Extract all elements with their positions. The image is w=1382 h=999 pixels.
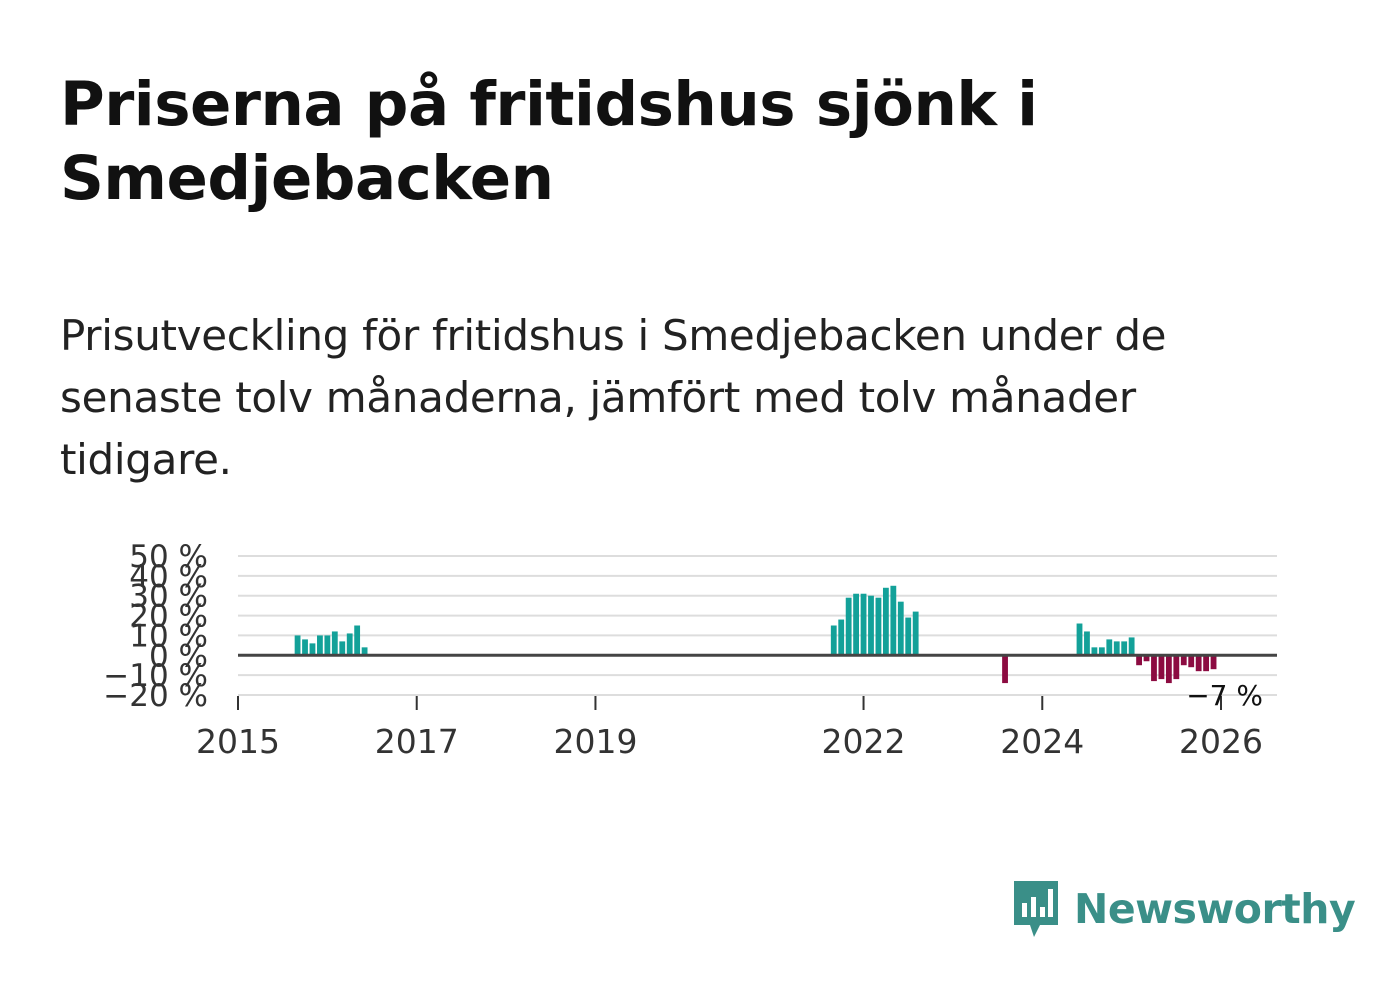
- bar: [1165, 655, 1172, 684]
- bar: [1151, 655, 1157, 682]
- bar: [1195, 655, 1202, 672]
- y-tick-label: 10 %: [129, 618, 208, 654]
- x-tick-label: 2015: [196, 722, 280, 761]
- y-tick-label: −20 %: [103, 678, 208, 714]
- x-tick-label: 2026: [1179, 722, 1263, 761]
- bar: [339, 641, 346, 656]
- bar: [361, 647, 368, 656]
- bar: [354, 625, 361, 656]
- bar: [1098, 647, 1105, 656]
- y-tick-label: 0 %: [149, 638, 208, 674]
- bar: [331, 631, 338, 656]
- y-tick-label: 20 %: [129, 599, 208, 635]
- grid-lines: [238, 555, 1277, 696]
- bar: [897, 601, 904, 656]
- bar: [830, 625, 837, 656]
- bar: [845, 597, 852, 656]
- brand-logo: Newsworthy: [1010, 876, 1356, 942]
- bar: [1002, 655, 1008, 684]
- chart-title: Priserna på fritidshus sjönk i Smedjebac…: [60, 69, 1038, 214]
- y-tick-label: −10 %: [103, 658, 208, 694]
- bar: [1203, 655, 1210, 672]
- bar: [875, 597, 882, 656]
- bar: [346, 633, 353, 656]
- bar: [868, 595, 874, 656]
- x-tick-label: 2024: [1000, 722, 1084, 761]
- bar: [324, 635, 331, 656]
- bar: [1076, 623, 1083, 656]
- annotations: −7 %: [1186, 679, 1263, 712]
- y-tick-label: 30 %: [129, 579, 208, 615]
- y-axis-ticks: 50 %40 %30 %20 %10 %0 %−10 %−20 %: [103, 539, 208, 714]
- bars: [238, 585, 1277, 684]
- last-value-label: −7 %: [1186, 679, 1263, 712]
- bar: [1210, 655, 1217, 670]
- bar: [1091, 647, 1098, 656]
- bar: [1143, 655, 1150, 662]
- bar: [838, 619, 845, 656]
- bar: [1180, 655, 1187, 666]
- y-tick-label: 50 %: [129, 539, 208, 575]
- bar: [1136, 655, 1142, 666]
- bar: [1106, 639, 1113, 656]
- bar: [294, 635, 301, 656]
- bar: [302, 639, 308, 656]
- bar: [1084, 631, 1090, 656]
- bar: [905, 617, 912, 656]
- bar: [1121, 641, 1128, 656]
- chart-subtitle: Prisutveckling för fritidshus i Smedjeba…: [60, 311, 1167, 484]
- bar: [860, 593, 867, 656]
- bar: [853, 593, 860, 656]
- x-tick-label: 2017: [375, 722, 459, 761]
- bar: [912, 611, 919, 656]
- x-tick-label: 2019: [553, 722, 637, 761]
- bar: [1113, 641, 1120, 656]
- bar: [1158, 655, 1165, 680]
- bar: [1173, 655, 1180, 680]
- x-tick-label: 2022: [822, 722, 906, 761]
- bar: [1188, 655, 1195, 668]
- x-axis: 2015 2017 2019 2022 2024 2026: [196, 696, 1263, 761]
- bar: [882, 587, 889, 656]
- bar: [890, 585, 897, 656]
- bar: [309, 643, 316, 656]
- bar-chart: 50 %40 %30 %20 %10 %0 %−10 %−20 % 2015 20…: [103, 539, 1277, 761]
- newsworthy-logo-icon: [1014, 881, 1058, 937]
- bar: [1128, 637, 1135, 656]
- bar: [317, 635, 323, 656]
- y-tick-label: 40 %: [129, 559, 208, 595]
- brand-name: Newsworthy: [1074, 885, 1356, 933]
